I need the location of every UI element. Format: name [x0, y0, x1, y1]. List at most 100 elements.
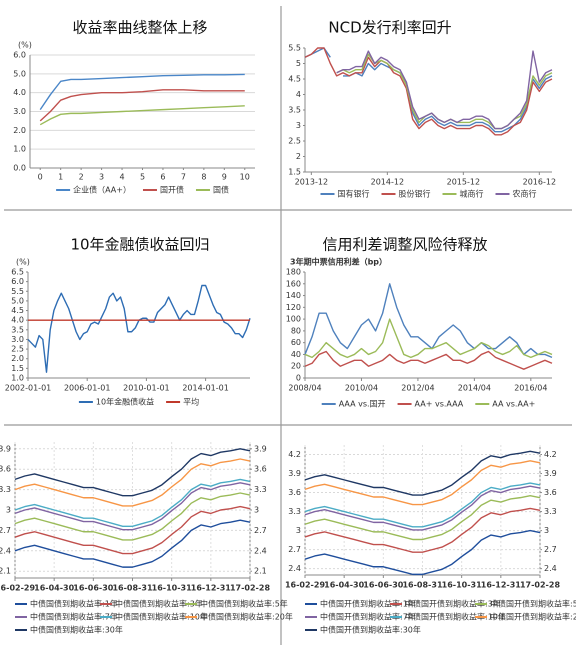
y-tick-label: 3 — [296, 526, 301, 535]
x-tick-label: 2010-01-01 — [123, 384, 170, 393]
y-tick-label: 2 — [296, 152, 301, 161]
y-tick-label: 2.7 — [0, 526, 11, 535]
x-tick-label: 2008/04 — [288, 384, 321, 393]
y2-tick-label: 3.6 — [544, 488, 557, 497]
y2-tick-label: 2.7 — [544, 545, 557, 554]
y-tick-label: 1.5 — [288, 168, 301, 177]
x-tick-label: 2006-01-01 — [64, 384, 111, 393]
legend-label: 中债国开债到期收益率:1年 — [320, 599, 416, 609]
y-tick-label: 5.5 — [11, 287, 24, 296]
y-tick-label: 2.0 — [11, 354, 24, 363]
y-tick-label: 3.3 — [288, 507, 301, 516]
y-tick-label: 5.0 — [13, 69, 26, 78]
series-line — [304, 495, 541, 541]
series-line — [304, 450, 541, 496]
series-line — [336, 53, 553, 130]
y-tick-label: 1.5 — [11, 364, 24, 373]
x-tick-label: 2016-12 — [523, 178, 556, 187]
series-line — [14, 458, 251, 507]
legend-label: 平均 — [183, 397, 199, 407]
y-tick-label: 6.5 — [11, 268, 24, 277]
y-tick-label: 3.3 — [0, 485, 11, 494]
x-tick-label: 16-12-31 — [481, 581, 521, 590]
y2-tick-label: 3.9 — [254, 444, 267, 453]
y-tick-label: 0.0 — [13, 164, 26, 173]
y-tick-label: 1.0 — [13, 145, 26, 154]
legend-label: AA+ vs.AAA — [415, 400, 464, 409]
x-tick-label: 16-10-31 — [152, 584, 192, 593]
x-tick-label: 16-02-29 — [0, 584, 35, 593]
y-tick-label: 180 — [286, 268, 301, 277]
series-line — [14, 482, 251, 531]
series-line — [14, 478, 251, 528]
x-tick-label: 2 — [79, 173, 84, 182]
x-tick-label: 17-02-28 — [520, 581, 560, 590]
y-tick-label: 2.1 — [0, 567, 11, 576]
y2-tick-label: 2.7 — [254, 526, 267, 535]
y-tick-label: 0 — [296, 374, 301, 383]
series-line — [14, 492, 251, 541]
series-line — [39, 105, 245, 126]
legend-label: 国有银行 — [338, 189, 370, 199]
y-tick-label: 160 — [286, 279, 301, 288]
y-tick-label: 3.6 — [288, 488, 301, 497]
x-tick-label: 16-06-30 — [363, 581, 403, 590]
x-tick-label: 16-08-31 — [402, 581, 442, 590]
x-tick-label: 2015-12 — [447, 178, 480, 187]
legend-label: 中债国债到期收益率:30年 — [30, 625, 123, 635]
y-tick-label: 4.2 — [288, 450, 301, 459]
y2-tick-label: 4.2 — [544, 450, 557, 459]
chart-title: 信用利差调整风险待释放 — [322, 236, 487, 254]
y-tick-label: 6.0 — [13, 51, 26, 60]
y-tick-label: 3.9 — [0, 444, 11, 453]
y-tick-label: 60 — [291, 338, 301, 347]
legend-label: 中债国开债到期收益率:30年 — [320, 625, 421, 635]
y2-tick-label: 3 — [544, 526, 549, 535]
y-tick-label: 4.0 — [11, 316, 24, 325]
y-tick-label: 80 — [291, 326, 301, 335]
chart-title: 10年金融债收益回归 — [70, 236, 209, 254]
x-tick-label: 5 — [140, 173, 145, 182]
y-tick-label: 120 — [286, 303, 301, 312]
x-tick-label: 16-08-31 — [112, 584, 152, 593]
axis-unit: (%) — [18, 41, 32, 50]
x-tick-label: 16-02-29 — [285, 581, 325, 590]
legend-label: 农商行 — [513, 189, 537, 199]
legend-label: 中债国开债到期收益率:20年 — [490, 612, 576, 622]
legend-label: 中债国开债到期收益率:7年 — [320, 612, 416, 622]
x-tick-label: 2012/04 — [401, 384, 434, 393]
y-tick-label: 100 — [286, 315, 301, 324]
y-tick-label: 3.5 — [288, 106, 301, 115]
x-tick-label: 10 — [240, 173, 250, 182]
x-tick-label: 3 — [99, 173, 104, 182]
legend-label: 10年金融债收益 — [96, 397, 154, 407]
legend-label: 企业债（AA+） — [73, 185, 131, 195]
x-tick-label: 2002-01-01 — [5, 384, 52, 393]
series-line — [304, 460, 541, 506]
y-tick-label: 4.5 — [288, 75, 301, 84]
y-tick-label: 5.5 — [288, 44, 301, 53]
y-tick-label: 3 — [296, 121, 301, 130]
x-tick-label: 4 — [119, 173, 124, 182]
y-tick-label: 2.5 — [288, 137, 301, 146]
legend-label: 中债国债到期收益率:5年 — [200, 599, 288, 609]
y-tick-label: 4.5 — [11, 306, 24, 315]
y2-tick-label: 3.9 — [544, 469, 557, 478]
y-tick-label: 4 — [296, 90, 301, 99]
x-tick-label: 2014-01-01 — [182, 384, 229, 393]
x-tick-label: 1 — [58, 173, 63, 182]
series-line — [14, 448, 251, 497]
legend-label: 中债国开债到期收益率:5年 — [490, 599, 576, 609]
y-tick-label: 2.4 — [288, 564, 301, 573]
x-tick-label: 16-06-30 — [73, 584, 113, 593]
legend-label: 中债国债到期收益率:20年 — [200, 612, 293, 622]
legend-label: 中债国债到期收益率:3年 — [115, 599, 203, 609]
chart-title: 收益率曲线整体上移 — [72, 19, 207, 37]
series-line — [27, 284, 251, 373]
x-tick-label: 16-04-30 — [34, 584, 74, 593]
series-line — [304, 318, 553, 359]
y-tick-label: 3.0 — [11, 335, 24, 344]
y2-tick-label: 2.1 — [254, 567, 267, 576]
y-tick-label: 5 — [296, 59, 301, 68]
